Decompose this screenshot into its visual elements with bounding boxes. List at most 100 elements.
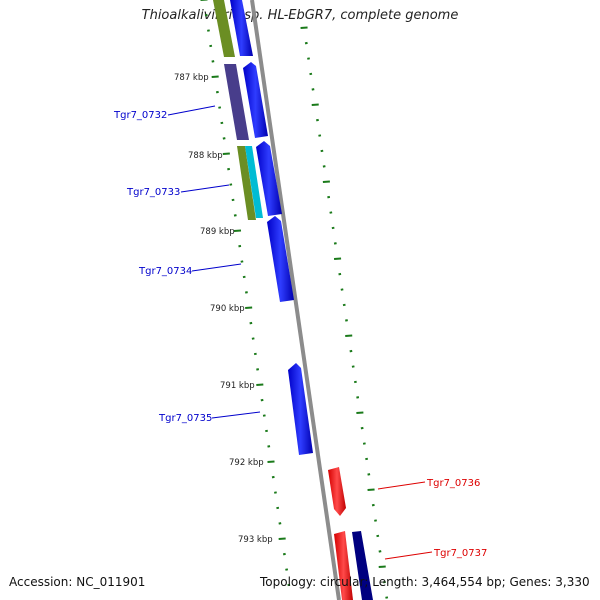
tick-mark (333, 257, 342, 260)
tick-mark (371, 503, 375, 507)
tick-mark (360, 426, 364, 430)
tick-mark (385, 596, 389, 599)
kbp-label: 787 kbp (174, 73, 209, 83)
leader-line (180, 184, 230, 193)
tick-mark (285, 568, 289, 571)
tick-mark (356, 396, 360, 399)
tick-mark (345, 319, 348, 322)
leader-line (384, 551, 433, 560)
tick-mark (218, 106, 222, 109)
tick-mark (211, 75, 219, 78)
leader-line (191, 263, 242, 272)
gene-label-leaders (167, 105, 433, 560)
tick-mark (338, 272, 342, 276)
cog-block (237, 146, 256, 220)
tick-mark (300, 26, 308, 29)
tick-mark (307, 57, 310, 60)
tick-mark (378, 565, 386, 568)
cog-block (224, 64, 249, 140)
kbp-label: 791 kbp (220, 381, 255, 391)
cds-features (230, 0, 353, 600)
gene-label-tgr7-0737[interactable]: Tgr7_0737 (433, 548, 487, 559)
tick-mark (374, 519, 377, 522)
tick-mark (316, 118, 319, 122)
kbp-label: 788 kbp (188, 151, 223, 161)
tick-mark (242, 275, 246, 279)
tick-mark (253, 352, 257, 356)
cog-block (213, 0, 235, 57)
tick-mark (233, 214, 237, 217)
tick-mark (342, 303, 346, 307)
topology-text: Topology: circular; Length: 3,464,554 bp… (260, 575, 590, 589)
tick-mark (231, 198, 235, 202)
tick-mark (222, 137, 226, 140)
leader-line (167, 105, 216, 116)
tick-mark (378, 550, 382, 553)
leader-line (211, 411, 261, 419)
tick-mark (271, 475, 275, 479)
tick-mark (211, 60, 215, 63)
tick-mark (367, 473, 371, 476)
tick-mark (260, 398, 264, 402)
cog-blocks (213, 0, 373, 600)
kbp-label: 793 kbp (238, 535, 273, 545)
tick-mark (256, 368, 260, 371)
tick-mark (251, 337, 255, 340)
tick-mark (282, 552, 286, 556)
tick-mark (356, 411, 364, 414)
tick-mark (322, 180, 330, 183)
kbp-labels: 787 kbp 788 kbp 789 kbp 790 kbp 791 kbp … (174, 73, 273, 545)
cds-reverse-arrow (328, 467, 346, 516)
tick-mark (265, 429, 268, 433)
accession-text: Accession: NC_011901 (9, 575, 146, 589)
tick-mark (274, 491, 277, 494)
tick-mark (207, 29, 210, 32)
gene-label-tgr7-0736[interactable]: Tgr7_0736 (426, 478, 480, 489)
tick-mark (340, 288, 344, 291)
tick-mark (267, 460, 275, 463)
tick-mark (311, 103, 319, 106)
cds-forward-arrow (288, 363, 313, 455)
kbp-label: 792 kbp (229, 458, 264, 468)
tick-mark (256, 383, 264, 386)
leader-line (377, 481, 426, 490)
tick-mark (215, 90, 219, 94)
cog-block (245, 146, 263, 218)
genome-backbone (250, 0, 341, 600)
tick-mark (245, 306, 253, 309)
tick-mark (349, 349, 353, 353)
tick-mark (327, 195, 331, 199)
tick-mark (376, 534, 380, 538)
tick-marks (200, 0, 389, 599)
tick-mark (329, 211, 333, 214)
tick-mark (365, 457, 369, 461)
cds-forward-arrow (243, 62, 268, 138)
tick-mark (353, 380, 357, 384)
tick-mark (276, 506, 280, 510)
tick-mark (333, 242, 337, 245)
cds-forward-arrow (256, 141, 282, 216)
cds-forward-arrow (230, 0, 253, 56)
tick-mark (383, 580, 386, 584)
tick-mark (278, 537, 286, 540)
tick-mark (311, 88, 315, 91)
gene-labels: Tgr7_0732 Tgr7_0733 Tgr7_0734 Tgr7_0735 … (113, 110, 487, 559)
tick-mark (304, 41, 308, 45)
tick-mark (331, 226, 335, 230)
tick-mark (309, 72, 313, 76)
tick-mark (267, 445, 271, 448)
tick-mark (322, 165, 326, 168)
cog-block (352, 531, 373, 600)
tick-mark (204, 13, 208, 17)
tick-mark (249, 321, 253, 325)
gene-label-tgr7-0732[interactable]: Tgr7_0732 (113, 110, 167, 121)
tick-mark (318, 134, 322, 137)
tick-mark (278, 522, 282, 525)
gene-label-tgr7-0735[interactable]: Tgr7_0735 (158, 413, 212, 424)
tick-mark (351, 365, 355, 368)
gene-label-tgr7-0734[interactable]: Tgr7_0734 (138, 266, 192, 277)
tick-mark (209, 44, 213, 48)
tick-mark (244, 291, 248, 294)
gene-label-tgr7-0733[interactable]: Tgr7_0733 (126, 187, 180, 198)
cds-reverse-arrow (334, 531, 353, 600)
